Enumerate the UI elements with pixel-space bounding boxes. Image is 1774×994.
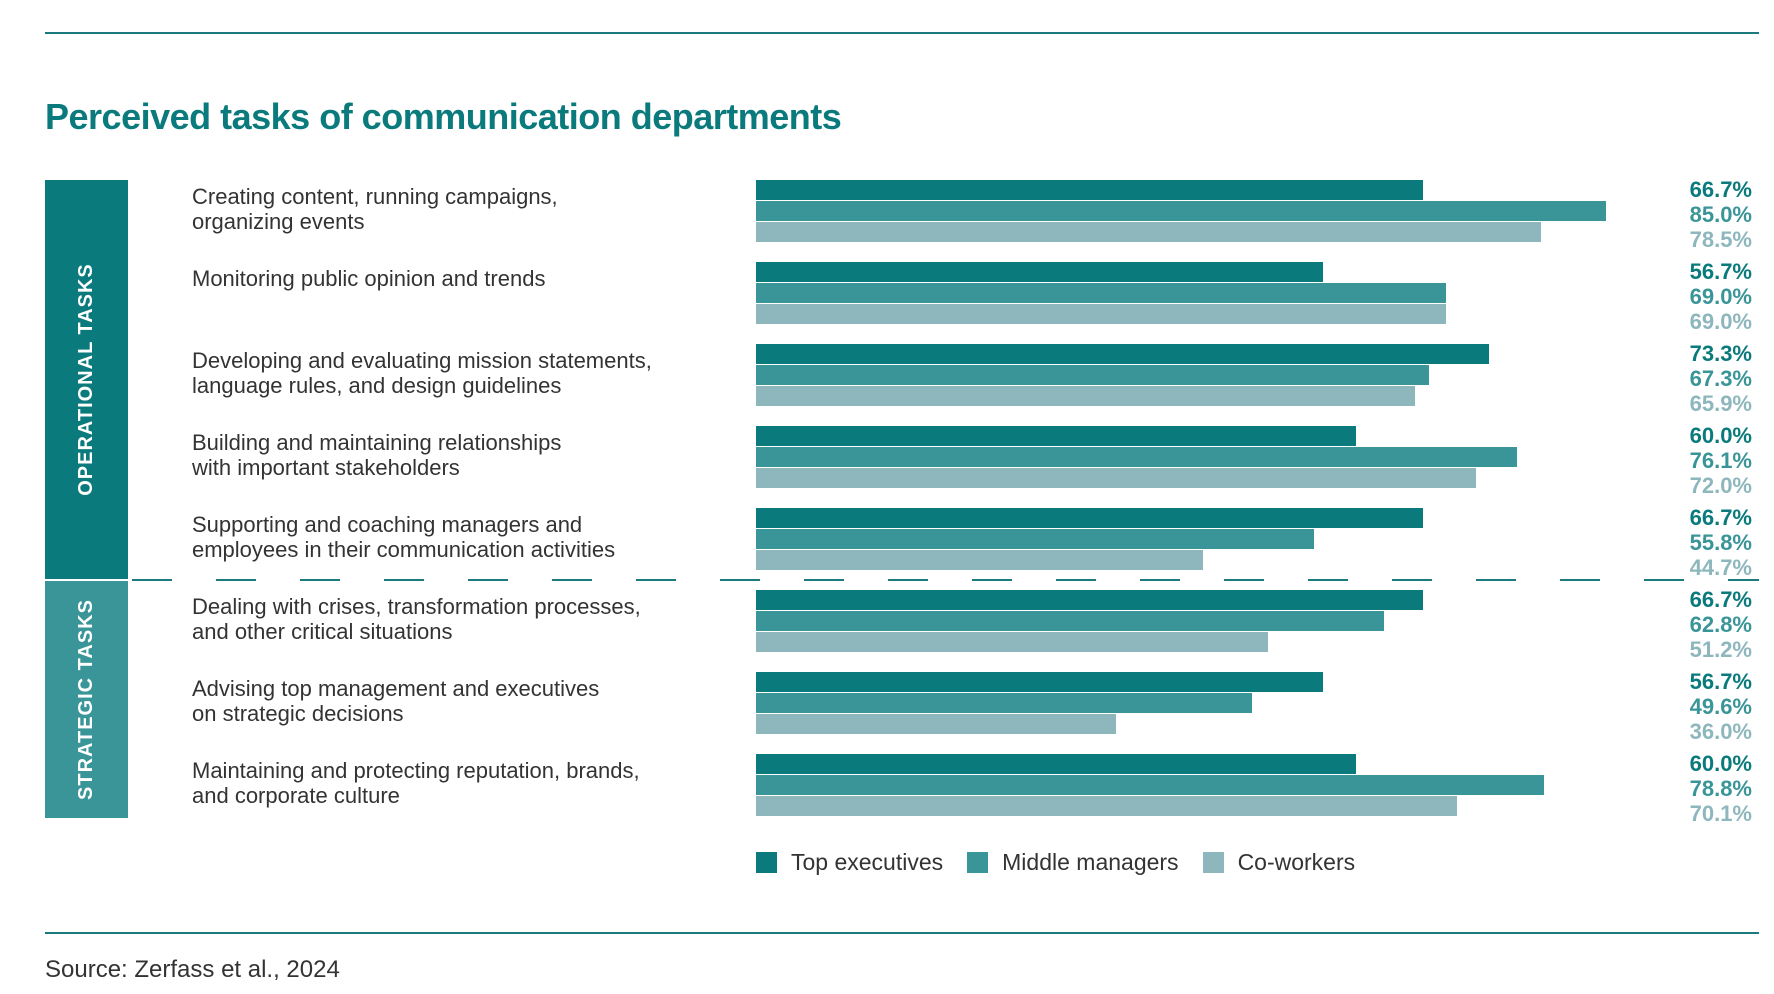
bar <box>756 262 1323 282</box>
legend-item: Top executives <box>756 849 943 876</box>
bar <box>756 222 1541 242</box>
bar <box>756 180 1423 200</box>
bar <box>756 550 1203 570</box>
data-label: 67.3% <box>1689 366 1752 391</box>
section-band-operational: OPERATIONAL TASKS <box>45 180 128 579</box>
section-label: OPERATIONAL TASKS <box>75 263 98 496</box>
section-band-strategic: STRATEGIC TASKS <box>45 581 128 818</box>
bottom-rule <box>45 932 1759 934</box>
legend-swatch <box>967 852 989 873</box>
bar <box>756 468 1476 488</box>
category-label: Dealing with crises, transformation proc… <box>192 594 641 644</box>
data-label: 62.8% <box>1689 612 1752 637</box>
bar <box>756 672 1323 692</box>
bar <box>756 796 1457 816</box>
bar <box>756 426 1356 446</box>
bar <box>756 714 1116 734</box>
data-label: 76.1% <box>1689 448 1752 473</box>
data-label: 85.0% <box>1689 202 1752 227</box>
data-label: 56.7% <box>1689 259 1752 284</box>
data-label: 55.8% <box>1689 530 1752 555</box>
category-label: Creating content, running campaigns, org… <box>192 184 558 234</box>
legend: Top executives Middle managers Co-workers <box>756 849 1379 876</box>
category-label: Monitoring public opinion and trends <box>192 266 546 291</box>
legend-swatch <box>1202 852 1224 873</box>
top-rule <box>45 32 1759 34</box>
data-label: 69.0% <box>1689 309 1752 334</box>
bar <box>756 365 1429 385</box>
bar <box>756 529 1314 549</box>
bar <box>756 283 1446 303</box>
data-label: 66.7% <box>1689 177 1752 202</box>
category-label: Developing and evaluating mission statem… <box>192 348 652 398</box>
bar <box>756 447 1517 467</box>
bar <box>756 201 1606 221</box>
data-label: 49.6% <box>1689 694 1752 719</box>
data-label: 73.3% <box>1689 341 1752 366</box>
data-label: 72.0% <box>1689 473 1752 498</box>
data-label: 60.0% <box>1689 751 1752 776</box>
legend-label: Top executives <box>791 849 944 875</box>
bar <box>756 632 1268 652</box>
category-label: Maintaining and protecting reputation, b… <box>192 758 640 808</box>
data-label: 78.5% <box>1689 227 1752 252</box>
legend-item: Co-workers <box>1202 849 1356 876</box>
data-label: 44.7% <box>1689 555 1752 580</box>
data-label: 78.8% <box>1689 776 1752 801</box>
bar <box>756 693 1252 713</box>
data-label: 66.7% <box>1689 587 1752 612</box>
section-divider <box>132 579 1759 581</box>
data-label: 66.7% <box>1689 505 1752 530</box>
bar <box>756 775 1544 795</box>
data-label: 36.0% <box>1689 719 1752 744</box>
category-label: Advising top management and executives o… <box>192 676 600 726</box>
source-note: Source: Zerfass et al., 2024 <box>45 956 340 983</box>
data-label: 51.2% <box>1689 637 1752 662</box>
category-label: Building and maintaining relationships w… <box>192 430 562 480</box>
legend-label: Co-workers <box>1237 849 1356 875</box>
bar <box>756 590 1423 610</box>
section-label: STRATEGIC TASKS <box>75 599 97 800</box>
legend-swatch <box>756 852 777 873</box>
bar <box>756 344 1489 364</box>
bar <box>756 304 1446 324</box>
bar <box>756 386 1415 406</box>
data-label: 70.1% <box>1689 801 1752 826</box>
bar <box>756 611 1384 631</box>
bar <box>756 508 1423 528</box>
category-label: Supporting and coaching managers and emp… <box>192 512 616 562</box>
data-label: 69.0% <box>1689 284 1752 309</box>
chart-title: Perceived tasks of communication departm… <box>45 96 842 137</box>
legend-label: Middle managers <box>1002 849 1179 875</box>
legend-item: Middle managers <box>967 849 1179 876</box>
data-label: 60.0% <box>1689 423 1752 448</box>
data-label: 65.9% <box>1689 391 1752 416</box>
data-label: 56.7% <box>1689 669 1752 694</box>
bar <box>756 754 1356 774</box>
